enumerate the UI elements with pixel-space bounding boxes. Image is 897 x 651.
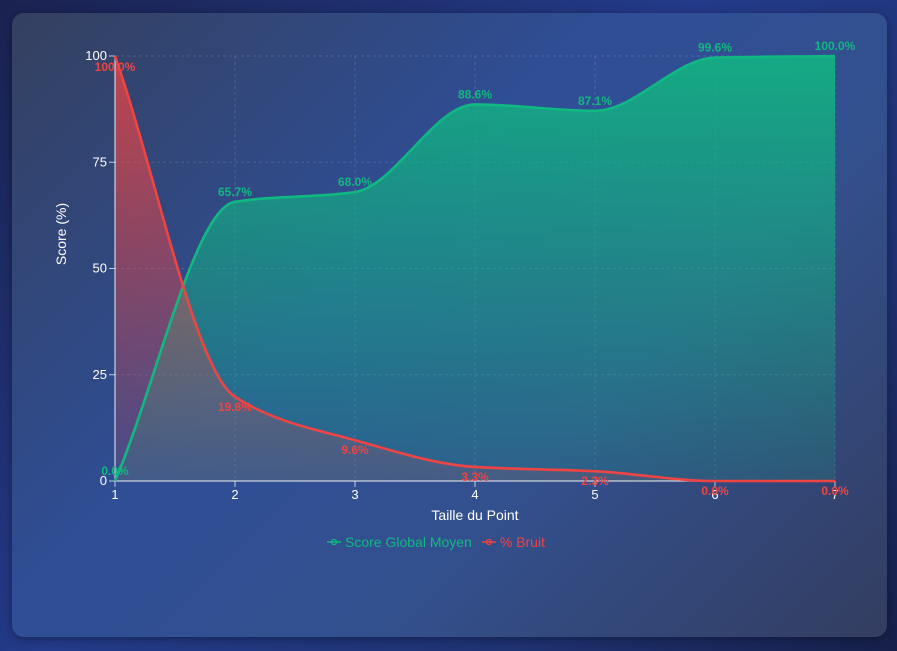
y-tick-label: 0 (100, 473, 107, 488)
y-tick-label: 50 (93, 261, 107, 276)
data-label: 3.3% (461, 470, 489, 484)
x-axis-title: Taille du Point (431, 507, 518, 523)
data-label: 9.6% (341, 443, 369, 457)
series-line-score-global-moyen (113, 54, 836, 482)
x-tick-label: 7 (831, 487, 838, 502)
y-tick-label: 100 (85, 48, 107, 63)
series-line-bruit (113, 55, 835, 483)
legend: Score Global Moyen % Bruit (327, 534, 545, 550)
x-tick-label: 6 (711, 487, 718, 502)
y-tick-label: 75 (93, 154, 107, 169)
y-axis-title: Score (%) (53, 203, 69, 265)
series-area-score-global-moyen (115, 56, 835, 481)
data-label: 19.8% (218, 400, 252, 414)
legend-label: % Bruit (500, 534, 545, 550)
data-label: 2.3% (581, 474, 609, 488)
x-tick-label: 3 (351, 487, 358, 502)
data-label: 100.0% (95, 60, 136, 74)
data-label: 0.0% (821, 484, 849, 498)
legend-item[interactable]: % Bruit (481, 534, 545, 550)
data-label: 87.1% (578, 94, 612, 108)
legend-item[interactable]: Score Global Moyen (327, 534, 472, 550)
x-tick-label: 1 (111, 487, 118, 502)
x-tick-label: 2 (231, 487, 238, 502)
data-label: 88.6% (458, 87, 492, 101)
x-tick-label: 4 (471, 487, 478, 502)
legend-label: Score Global Moyen (345, 534, 472, 550)
data-label: 68.0% (338, 175, 372, 189)
data-label: 100.0% (815, 39, 856, 53)
data-label: 99.6% (698, 41, 732, 55)
data-label: 0.0% (101, 464, 129, 478)
series-area-bruit (115, 56, 835, 481)
data-label: 0.0% (701, 484, 729, 498)
data-label: 65.7% (218, 185, 252, 199)
legend-swatch-marker (330, 538, 338, 546)
x-tick-label: 5 (591, 487, 598, 502)
y-tick-label: 25 (93, 367, 107, 382)
legend-swatch-marker (485, 538, 492, 546)
